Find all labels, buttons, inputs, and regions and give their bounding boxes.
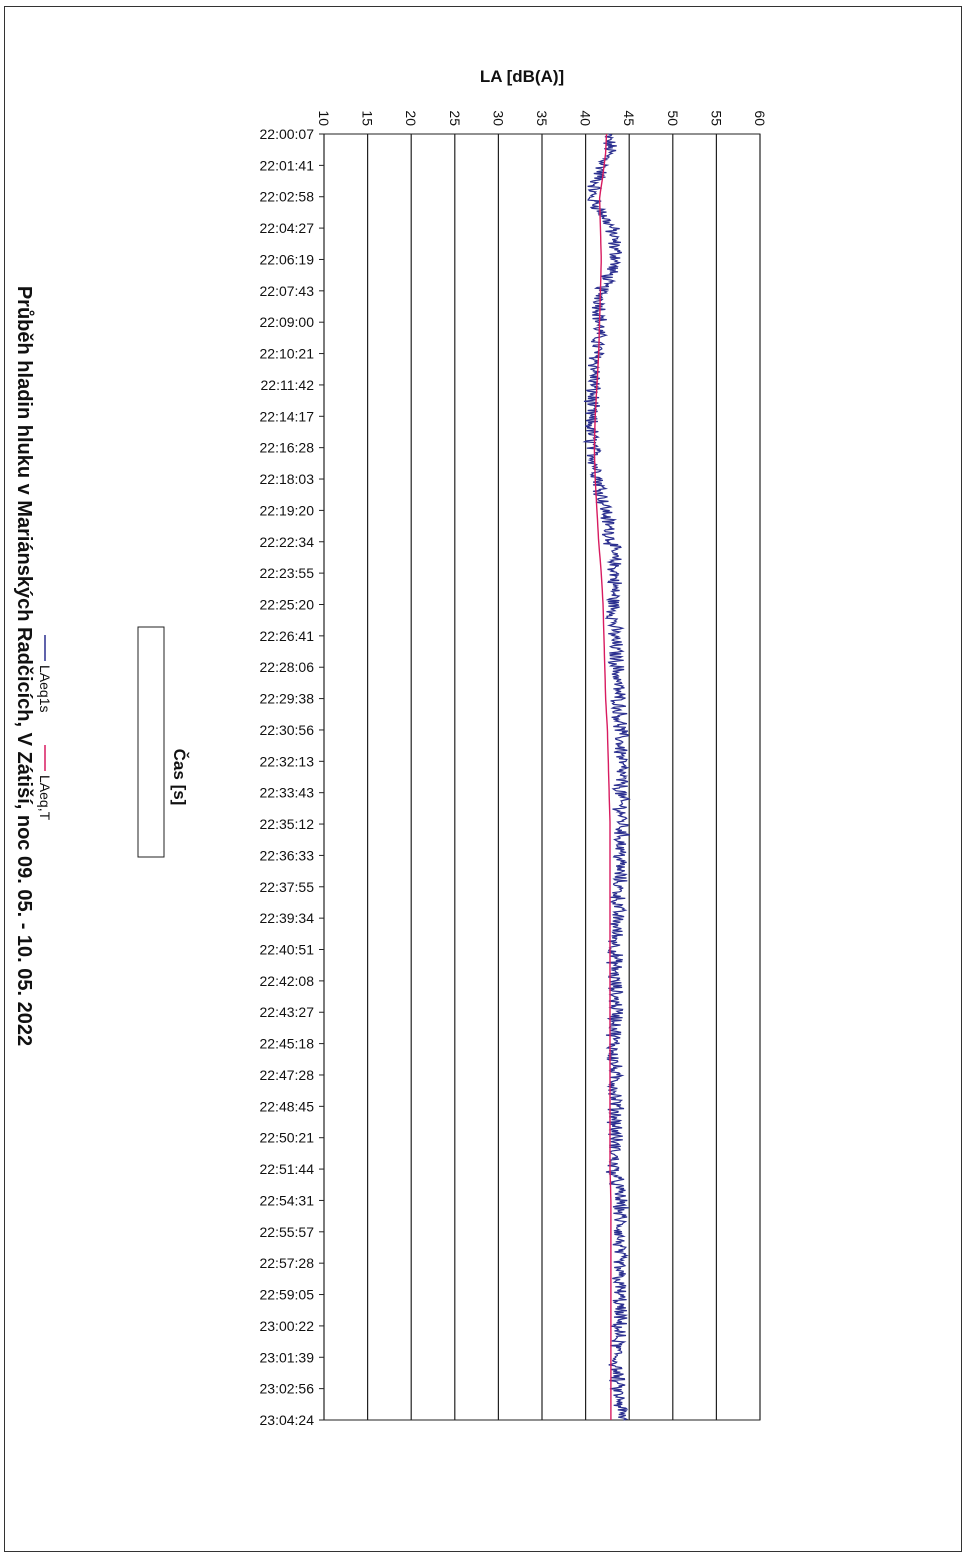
x-tick-label: 23:04:24	[260, 1412, 315, 1428]
legend-box	[137, 626, 165, 858]
x-tick-label: 22:35:12	[260, 816, 315, 832]
x-tick-label: 22:10:21	[260, 346, 315, 362]
y-tick-label: 45	[621, 110, 637, 126]
x-tick-label: 22:00:07	[260, 126, 315, 142]
x-tick-label: 22:22:34	[260, 534, 315, 550]
x-tick-label: 22:36:33	[260, 847, 315, 863]
y-tick-label: 20	[403, 110, 419, 126]
y-tick-label: 40	[578, 110, 594, 126]
x-tick-label: 22:55:57	[260, 1224, 315, 1240]
x-tick-label: 22:14:17	[260, 408, 315, 424]
x-tick-label: 22:07:43	[260, 283, 315, 299]
chart-frame	[4, 6, 962, 1552]
gridlines	[323, 134, 761, 1420]
x-tick-label: 22:19:20	[260, 502, 315, 518]
x-tick-label: 23:02:56	[260, 1381, 315, 1397]
x-tick-label: 22:33:43	[260, 785, 315, 801]
x-tick-label: 22:16:28	[260, 440, 315, 456]
x-tick-label: 22:29:38	[260, 691, 315, 707]
x-tick-label: 23:01:39	[260, 1349, 315, 1365]
y-tick-label: 30	[490, 110, 506, 126]
x-tick-label: 22:40:51	[260, 942, 315, 958]
chart-title: Průběh hladin hluku v Mariánských Radčic…	[13, 286, 35, 1046]
y-tick-label: 15	[360, 110, 376, 126]
y-tick-label: 10	[316, 110, 332, 126]
x-tick-label: 22:45:18	[260, 1036, 315, 1052]
x-tick-label: 22:02:58	[260, 189, 315, 205]
x-tick-label: 22:57:28	[260, 1255, 315, 1271]
x-tick-label: 22:23:55	[260, 565, 315, 581]
x-tick-label: 22:51:44	[260, 1161, 315, 1177]
x-tick-label: 22:42:08	[260, 973, 315, 989]
series-line-laeqt	[593, 133, 612, 1420]
legend-label-laeqt: LAeq,T	[37, 775, 53, 821]
y-tick-label: 55	[708, 110, 724, 126]
legend-label-laeq1s: LAeq1s	[37, 665, 53, 712]
x-tick-label: 22:43:27	[260, 1004, 315, 1020]
x-tick-label: 22:59:05	[260, 1287, 315, 1303]
x-tick-label: 22:48:45	[260, 1098, 315, 1114]
x-tick-label: 22:25:20	[260, 596, 315, 612]
x-tick-label: 22:18:03	[260, 471, 315, 487]
y-tick-label: 25	[447, 110, 463, 126]
x-tick-label: 22:28:06	[260, 659, 315, 675]
x-tick-label: 23:00:22	[260, 1318, 315, 1334]
y-axis-label: LA [dB(A)]	[480, 67, 564, 86]
y-tick-label: 35	[534, 110, 550, 126]
x-tick-label: 22:04:27	[260, 220, 315, 236]
x-tick-labels: 22:00:07 22:01:41 22:02:58 22:04:27 22:06:19…	[260, 126, 324, 1428]
x-axis-label: Čas [s]	[170, 749, 189, 806]
x-tick-label: 22:09:00	[260, 314, 315, 330]
series-lines	[582, 133, 631, 1421]
x-tick-label: 22:26:41	[260, 628, 315, 644]
y-tick-labels: 60 55 50 45 40 35 30 25 20 15 10	[316, 110, 768, 126]
x-tick-label: 22:37:55	[260, 879, 315, 895]
x-tick-label: 22:32:13	[260, 753, 315, 769]
y-tick-label: 50	[665, 110, 681, 126]
x-tick-label: 22:47:28	[260, 1067, 315, 1083]
x-tick-label: 22:39:34	[260, 910, 315, 926]
x-tick-label: 22:50:21	[260, 1130, 315, 1146]
series-line-laeq1s	[582, 133, 631, 1421]
x-tick-label: 22:06:19	[260, 251, 315, 267]
legend: LAeq1s LAeq,T	[37, 626, 165, 858]
x-tick-label: 22:54:31	[260, 1192, 315, 1208]
y-tick-label: 60	[752, 110, 768, 126]
x-tick-label: 22:11:42	[261, 377, 315, 393]
x-tick-label: 22:30:56	[260, 722, 315, 738]
x-tick-label: 22:01:41	[260, 157, 315, 173]
